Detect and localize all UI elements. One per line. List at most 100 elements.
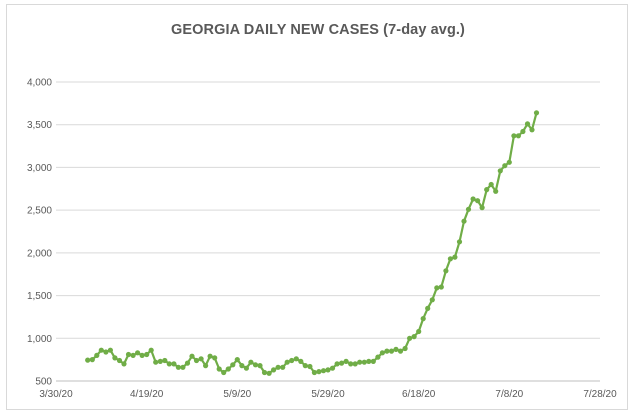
data-point xyxy=(302,363,308,369)
data-point xyxy=(284,359,290,365)
data-point xyxy=(130,352,136,358)
data-point xyxy=(230,362,236,368)
data-point xyxy=(497,168,503,174)
data-point xyxy=(207,353,213,359)
y-tick-label: 3,500 xyxy=(27,120,52,131)
data-point xyxy=(271,367,277,373)
data-point xyxy=(343,358,349,364)
data-point xyxy=(470,196,476,202)
data-point xyxy=(243,365,249,371)
data-point xyxy=(266,370,272,376)
data-point xyxy=(361,359,367,365)
data-point xyxy=(493,188,499,194)
data-point xyxy=(221,369,227,376)
data-point xyxy=(316,369,322,375)
data-point xyxy=(443,268,449,274)
data-point xyxy=(180,364,186,370)
data-point xyxy=(248,359,254,365)
y-tick-label: 3,000 xyxy=(27,163,52,174)
data-point xyxy=(94,352,100,358)
data-point xyxy=(193,357,200,364)
data-point xyxy=(139,352,145,358)
data-point xyxy=(515,133,522,139)
data-point xyxy=(429,297,435,303)
y-tick-label: 1,500 xyxy=(27,291,52,302)
data-point xyxy=(148,347,154,353)
data-point xyxy=(393,346,399,352)
data-point xyxy=(257,363,263,369)
data-point xyxy=(352,361,358,367)
data-point xyxy=(397,348,404,354)
data-point xyxy=(461,218,467,224)
data-point xyxy=(434,285,440,291)
data-point xyxy=(98,347,104,353)
data-point xyxy=(89,357,95,363)
data-point xyxy=(203,363,209,369)
data-point xyxy=(162,357,168,364)
data-point xyxy=(289,357,295,364)
data-point xyxy=(384,348,390,354)
data-point xyxy=(529,127,535,133)
data-point xyxy=(484,187,490,193)
data-point xyxy=(125,351,132,358)
y-tick-label: 1,000 xyxy=(27,334,52,345)
x-tick-label: 5/29/20 xyxy=(311,389,345,400)
data-point xyxy=(135,350,141,356)
data-point xyxy=(375,354,381,360)
data-point xyxy=(85,357,91,363)
x-tick-label: 7/28/20 xyxy=(583,389,617,400)
data-point xyxy=(379,350,385,356)
data-point xyxy=(388,348,395,354)
data-point xyxy=(329,365,336,371)
data-point xyxy=(357,359,363,365)
data-point xyxy=(184,360,191,366)
data-point xyxy=(524,121,531,127)
data-point xyxy=(216,366,222,372)
data-point xyxy=(116,357,123,364)
data-point xyxy=(175,364,181,370)
data-point xyxy=(334,361,340,367)
data-point xyxy=(225,366,231,372)
data-point xyxy=(511,133,517,139)
data-point xyxy=(348,361,354,367)
data-point xyxy=(465,206,472,212)
data-point xyxy=(280,364,286,370)
data-point xyxy=(298,358,304,364)
data-point xyxy=(420,316,426,322)
y-tick-label: 500 xyxy=(35,377,52,388)
x-tick-label: 5/9/20 xyxy=(223,389,251,400)
data-point xyxy=(520,128,526,135)
data-point xyxy=(506,159,512,165)
data-point xyxy=(411,334,417,340)
y-tick-label: 4,000 xyxy=(27,78,52,89)
y-tick-label: 2,000 xyxy=(27,248,52,259)
data-point xyxy=(488,181,494,188)
data-point xyxy=(311,369,317,376)
data-point xyxy=(325,367,331,373)
data-point xyxy=(189,353,195,359)
data-point xyxy=(293,356,299,362)
y-tick-label: 2,500 xyxy=(27,206,52,217)
data-point xyxy=(252,362,259,368)
x-tick-label: 4/19/20 xyxy=(130,389,164,400)
x-tick-label: 7/8/20 xyxy=(495,389,523,400)
data-point xyxy=(157,358,163,364)
data-point xyxy=(103,349,109,355)
data-point xyxy=(456,239,463,245)
data-point xyxy=(144,351,150,358)
data-point xyxy=(121,361,127,367)
x-tick-label: 6/18/20 xyxy=(402,389,436,400)
data-point xyxy=(366,358,372,364)
chart-frame xyxy=(6,4,628,410)
data-point xyxy=(171,361,177,367)
data-point xyxy=(452,254,458,260)
series-line xyxy=(87,112,538,375)
data-point xyxy=(112,355,118,361)
chart-title: GEORGIA DAILY NEW CASES (7-day avg.) xyxy=(171,22,465,38)
data-point xyxy=(239,363,245,369)
data-point xyxy=(416,328,422,335)
data-point xyxy=(307,363,313,370)
data-point xyxy=(275,364,281,370)
data-point xyxy=(107,347,113,353)
